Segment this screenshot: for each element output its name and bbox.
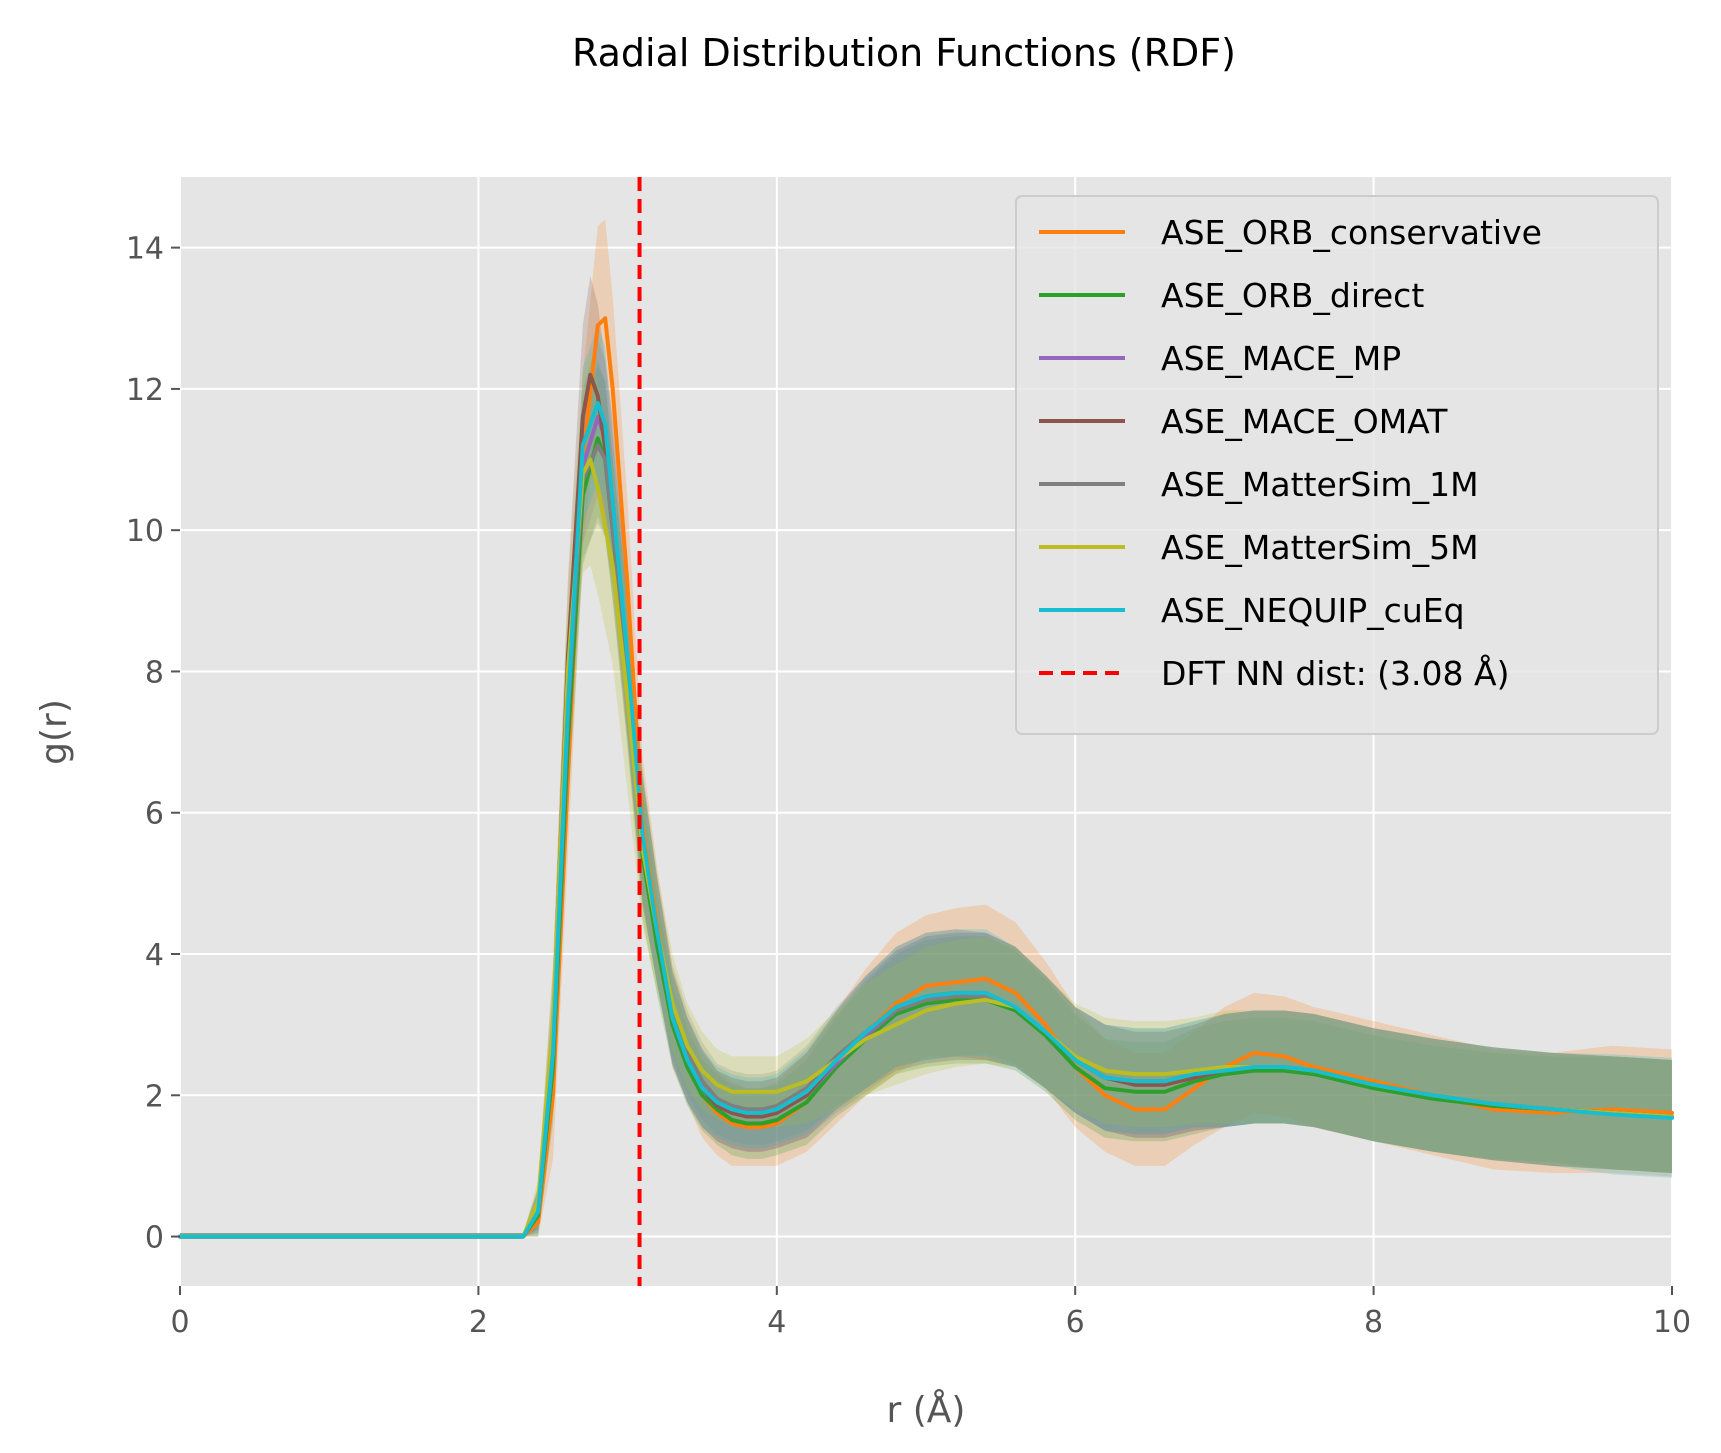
y-axis-label: g(r) (34, 699, 75, 765)
x-tick-label: 8 (1364, 1305, 1383, 1340)
legend-box (1015, 195, 1659, 735)
x-axis-label: r (Å) (887, 1388, 966, 1431)
x-tick-label: 0 (170, 1305, 189, 1340)
legend-label: DFT NN dist: (3.08 Å) (1161, 653, 1509, 693)
y-tick-label: 10 (126, 514, 164, 549)
series-lines (178, 316, 1674, 1239)
legend-label: ASE_MatterSim_5M (1161, 528, 1479, 567)
y-tick-label: 8 (145, 655, 164, 690)
x-tick-label: 10 (1653, 1305, 1691, 1340)
legend-label: ASE_NEQUIP_cuEq (1161, 591, 1465, 630)
y-tick-label: 12 (126, 373, 164, 408)
legend-label: ASE_ORB_conservative (1161, 213, 1542, 252)
band-ASE_ORB_conservative (180, 219, 1672, 1237)
legend-label: ASE_ORB_direct (1161, 276, 1424, 315)
chart-title: Radial Distribution Functions (RDF) (572, 31, 1236, 75)
y-tick-label: 6 (145, 797, 164, 832)
y-tick-label: 14 (126, 232, 164, 267)
x-tick-label: 4 (767, 1305, 786, 1340)
y-tick-label: 4 (145, 938, 164, 973)
legend: ASE_ORB_conservative ASE_ORB_direct ASE_MA… (1015, 195, 1659, 735)
series-line-ASE_NEQUIP_cuEq (178, 401, 1674, 1239)
y-tick-label: 0 (145, 1221, 164, 1256)
legend-label: ASE_MACE_OMAT (1161, 402, 1448, 441)
y-tick-label: 2 (145, 1079, 164, 1114)
axis-ticks: 0 2 4 6 8 10 0 2 4 6 8 10 12 14 (126, 232, 1691, 1340)
x-tick-label: 6 (1066, 1305, 1085, 1340)
legend-label: ASE_MACE_MP (1161, 339, 1401, 378)
legend-label: ASE_MatterSim_1M (1161, 465, 1479, 504)
x-tick-label: 2 (469, 1305, 488, 1340)
